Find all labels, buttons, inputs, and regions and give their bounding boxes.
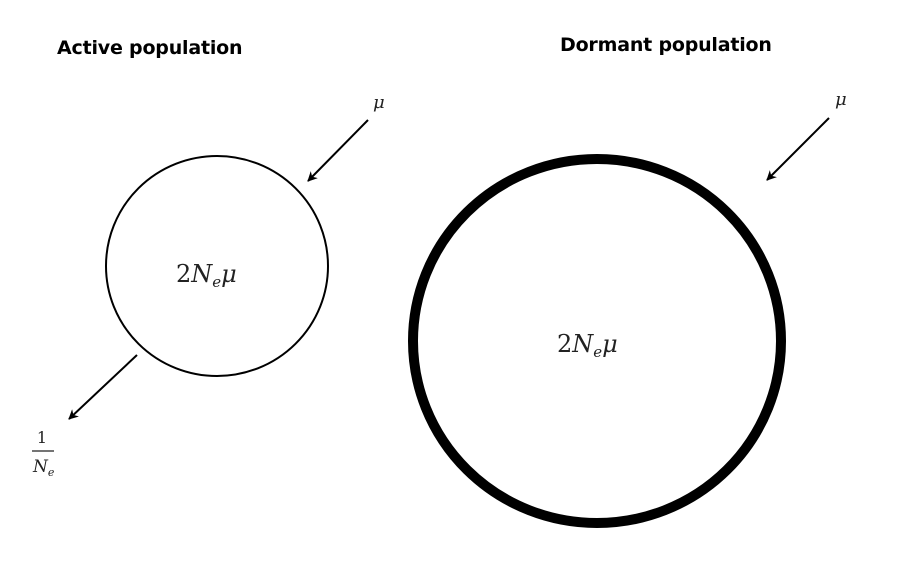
fraction-denominator-subscript: e — [48, 466, 55, 479]
active-population-label: 2Neμ — [176, 260, 237, 291]
fraction-numerator: 1 — [37, 428, 47, 447]
dormant-label-mu: μ — [602, 330, 618, 358]
svg-text:2Neμ: 2Neμ — [176, 260, 237, 291]
active-outflow-fraction: 1 Ne — [32, 428, 55, 479]
dormant-label-lead: 2 — [557, 330, 572, 358]
active-inflow-arrow — [307, 119, 369, 182]
dormant-label-subscript: e — [593, 343, 602, 361]
active-label-subscript: e — [212, 273, 221, 291]
dormant-label-symbol: N — [571, 330, 594, 358]
dormant-population-circle — [408, 154, 786, 528]
dormant-inflow-arrow — [766, 117, 830, 181]
svg-text:Ne: Ne — [32, 457, 55, 479]
dormant-inflow-mu: μ — [835, 89, 847, 110]
active-label-lead: 2 — [176, 260, 191, 288]
dormant-population-title: Dormant population — [560, 34, 772, 56]
active-outflow-arrow — [68, 354, 138, 420]
active-inflow-mu: μ — [373, 92, 385, 113]
fraction-denominator: N — [32, 457, 49, 477]
active-population-circle — [105, 155, 329, 377]
dormant-population-label: 2Neμ — [557, 330, 618, 361]
active-label-symbol: N — [190, 260, 213, 288]
active-label-mu: μ — [221, 260, 237, 288]
svg-text:2Neμ: 2Neμ — [557, 330, 618, 361]
active-population-title: Active population — [57, 37, 243, 59]
